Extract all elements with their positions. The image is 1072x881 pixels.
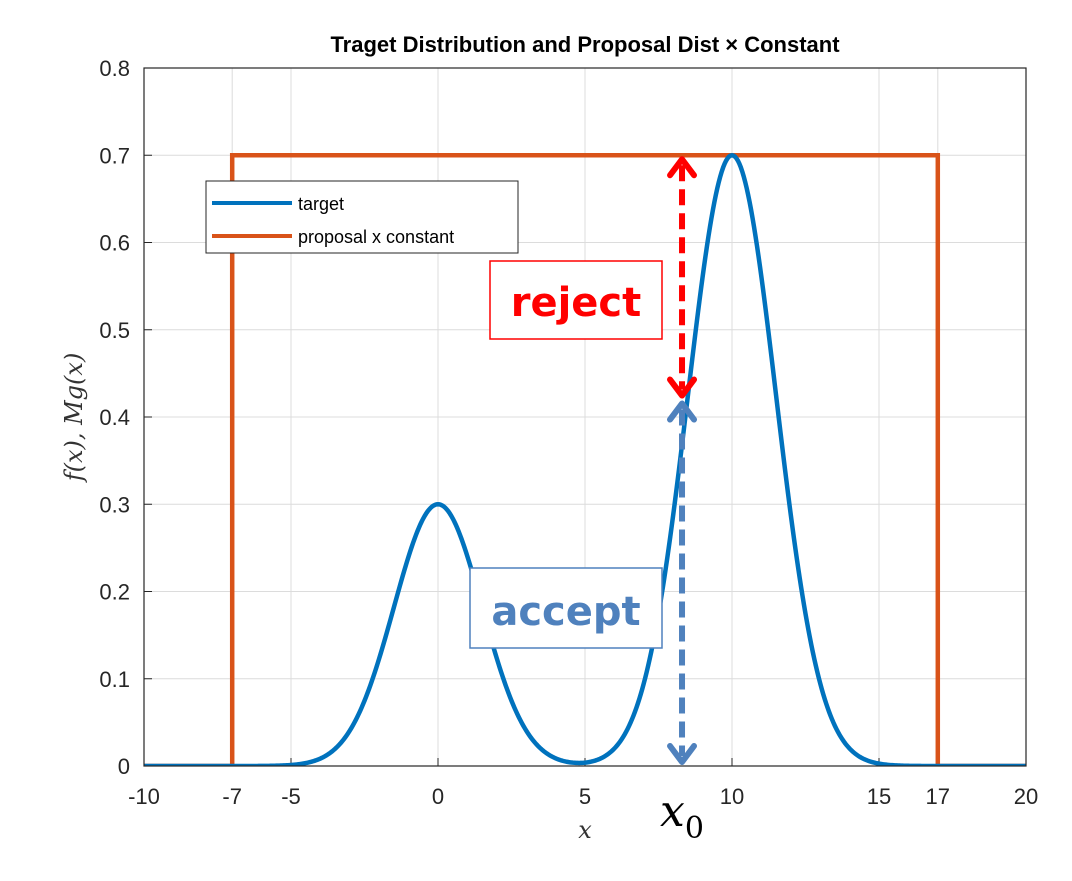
x-tick-label: 10 <box>720 784 744 809</box>
series-layer <box>144 152 1026 766</box>
accept-label: accept <box>491 589 640 635</box>
legend: target proposal x constant <box>205 180 519 254</box>
x-tick-label: 20 <box>1014 784 1038 809</box>
x0-label: x0 <box>660 786 704 846</box>
x-tick-label: -10 <box>128 784 160 809</box>
legend-label-proposal: proposal x constant <box>298 227 454 247</box>
y-tick-label: 0.5 <box>99 318 130 343</box>
x0-main: x <box>660 786 685 837</box>
series-line-proposal <box>144 153 1026 766</box>
x-tick-labels: -10 -7 -5 0 5 10 15 17 20 <box>128 784 1038 809</box>
reject-arrow <box>667 156 698 399</box>
annotations: reject accept x0 <box>469 156 704 846</box>
chart-title: Traget Distribution and Proposal Dist × … <box>330 32 840 57</box>
x-tick-label: 0 <box>432 784 444 809</box>
y-tick-label: 0.4 <box>99 405 130 430</box>
x-tick-label: 17 <box>926 784 950 809</box>
reject-label: reject <box>511 280 642 326</box>
legend-label-target: target <box>298 194 344 214</box>
series-line-target <box>144 152 1026 766</box>
x-tick-label: 15 <box>867 784 891 809</box>
accept-box <box>469 567 663 649</box>
y-axis-label: f(x), Mg(x) <box>60 353 88 484</box>
y-tick-labels: 0 0.1 0.2 0.3 0.4 0.5 0.6 0.7 0.8 <box>99 56 130 779</box>
x-tick-label: 5 <box>579 784 591 809</box>
legend-box <box>205 180 519 254</box>
y-tick-label: 0 <box>118 754 130 779</box>
y-tick-label: 0.3 <box>99 492 130 517</box>
accept-arrow <box>667 400 698 765</box>
reject-box <box>489 260 663 340</box>
y-tick-label: 0.7 <box>99 143 130 168</box>
y-tick-label: 0.1 <box>99 667 130 692</box>
x-tick-label: -5 <box>281 784 301 809</box>
arrow-head-up <box>667 156 698 179</box>
x-axis-label: x <box>578 816 592 844</box>
arrow-head-down <box>667 743 698 765</box>
y-tick-label: 0.6 <box>99 231 130 256</box>
plot-frame <box>143 67 1027 767</box>
x0-subscript: 0 <box>685 811 704 846</box>
arrow-head-up <box>667 400 698 423</box>
x-tick-label: -7 <box>222 784 242 809</box>
y-tick-label: 0.8 <box>99 56 130 81</box>
y-tick-label: 0.2 <box>99 580 130 605</box>
arrow-head-down <box>667 376 698 399</box>
